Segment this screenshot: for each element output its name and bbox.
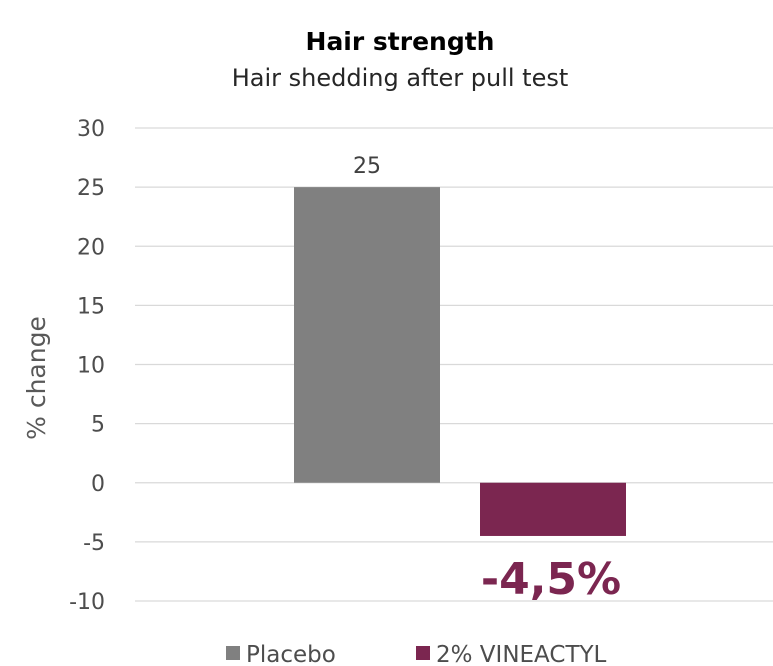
data-label: 25 (353, 154, 381, 179)
bar-2-vineactyl (480, 482, 626, 536)
chart-subtitle: Hair shedding after pull test (232, 64, 569, 92)
bars (294, 187, 626, 536)
y-tick-label: -10 (69, 590, 105, 615)
y-tick-label: 5 (91, 413, 105, 438)
legend-label: 2% VINEACTYL (436, 642, 607, 666)
y-axis-ticks: 30 25 20 15 10 5 0 -5 -10 (69, 117, 105, 615)
y-tick-label: -5 (83, 531, 105, 556)
chart-title: Hair strength (306, 27, 495, 56)
y-tick-label: 15 (77, 294, 105, 319)
grid-lines (135, 127, 773, 602)
y-tick-label: 30 (77, 117, 105, 142)
y-tick-label: 20 (77, 235, 105, 260)
y-axis-label: % change (22, 316, 51, 440)
y-tick-label: 0 (91, 472, 105, 497)
legend-swatch (416, 646, 430, 660)
bar-placebo (294, 187, 440, 483)
legend-label: Placebo (246, 642, 336, 666)
y-tick-label: 25 (77, 176, 105, 201)
legend: Placebo 2% VINEACTYL (226, 642, 607, 666)
data-labels: 25 -4,5% (353, 154, 621, 605)
data-label-highlight: -4,5% (481, 554, 621, 605)
y-tick-label: 10 (77, 354, 105, 379)
legend-swatch (226, 646, 240, 660)
